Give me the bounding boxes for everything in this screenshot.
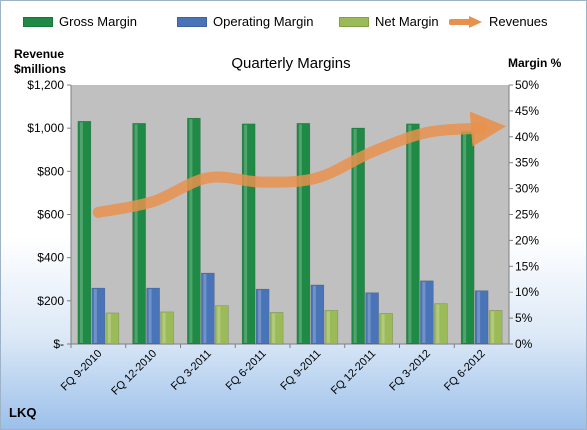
gross-margin-bar: [77, 121, 92, 345]
right-tick-label: 10%: [515, 285, 539, 299]
left-axis-title-line1: Revenue: [14, 47, 65, 61]
left-tick-label: $600: [37, 208, 64, 222]
legend-item-operating: Operating Margin: [177, 14, 313, 29]
right-axis-title: Margin %: [508, 56, 562, 70]
operating-margin-bar: [91, 287, 106, 345]
operating-margin-bar: [255, 288, 270, 345]
net-margin-bar: [160, 311, 174, 345]
x-tick-label: FQ 12-2011: [329, 348, 378, 397]
net-margin-bar-highlight: [162, 312, 166, 343]
left-tick-label: $1,200: [27, 78, 64, 92]
gross-margin-bar-highlight: [408, 124, 412, 343]
operating-margin-bar-highlight: [477, 291, 481, 343]
gross-margin-bar: [406, 123, 420, 345]
revenues-line: [92, 111, 507, 218]
x-tick-label: FQ 9-2010: [59, 348, 105, 394]
net-margin-bar-highlight: [491, 311, 495, 343]
right-tick-label: 15%: [515, 259, 539, 273]
legend-item-gross: Gross Margin: [23, 14, 137, 29]
net-margin-bar: [379, 313, 393, 345]
gross-margin-bar-highlight: [463, 132, 467, 343]
right-tick-label: 0%: [515, 337, 533, 351]
gross-margin-bar: [351, 127, 365, 345]
net-margin-bar-highlight: [326, 311, 330, 343]
operating-margin-bar: [310, 284, 325, 345]
left-tick-label: $1,000: [27, 121, 64, 135]
gross-margin-bar-highlight: [79, 122, 83, 343]
net-margin-bar: [324, 310, 339, 345]
brand-label: LKQ: [9, 405, 37, 420]
operating-margin-bar-highlight: [422, 281, 426, 343]
left-tick-label: $-: [53, 337, 64, 351]
right-tick-label: 5%: [515, 311, 533, 325]
legend-swatch-net: [339, 16, 369, 27]
net-margin-bar-highlight: [381, 314, 385, 343]
gross-margin-bar-highlight: [189, 119, 193, 343]
left-axis-title: Revenue $millions: [14, 47, 66, 77]
x-tick-label: FQ 6-2011: [224, 348, 269, 393]
net-margin-bar: [434, 303, 448, 345]
net-margin-bar: [488, 310, 503, 345]
operating-margin-bar: [146, 287, 160, 345]
gross-margin-bar: [241, 123, 256, 345]
operating-margin-bar: [201, 272, 215, 345]
legend-label-net: Net Margin: [375, 14, 439, 29]
gross-margin-bar: [187, 117, 201, 345]
net-margin-bar: [105, 312, 120, 345]
legend-label-revenues: Revenues: [489, 14, 548, 29]
legend-swatch-gross: [23, 16, 53, 27]
gross-margin-bar-highlight: [244, 124, 248, 343]
x-tick-label: FQ 12-2010: [109, 348, 159, 398]
net-margin-bar-highlight: [436, 304, 440, 343]
x-tick-label: FQ 3-2011: [169, 348, 214, 393]
chart-title: Quarterly Margins: [231, 55, 351, 72]
left-tick-label: $400: [37, 251, 64, 265]
operating-margin-bar-highlight: [93, 289, 97, 343]
left-tick-label: $800: [37, 164, 64, 178]
legend-item-net: Net Margin: [339, 14, 439, 29]
operating-margin-bar: [365, 292, 379, 345]
net-margin-bar: [269, 312, 284, 345]
operating-margin-bar: [474, 290, 489, 345]
x-tick-label: FQ 3-2012: [387, 348, 433, 394]
right-tick-label: 45%: [515, 104, 539, 118]
x-tick-label: FQ 6-2012: [442, 348, 488, 394]
right-tick-label: 25%: [515, 208, 539, 222]
operating-margin-bar-highlight: [203, 274, 207, 343]
legend-arrow-icon: [449, 15, 482, 28]
gross-margin-bar-highlight: [298, 124, 302, 343]
left-axis-title-line2: $millions: [14, 62, 67, 76]
net-margin-bar-highlight: [107, 313, 111, 343]
left-tick-label: $200: [37, 294, 64, 308]
operating-margin-bar-highlight: [312, 285, 316, 343]
right-tick-label: 20%: [515, 233, 539, 247]
net-margin-bar-highlight: [217, 306, 221, 343]
operating-margin-bar-highlight: [148, 289, 152, 343]
x-tick-label: FQ 9-2011: [278, 348, 323, 393]
net-margin-bar-highlight: [272, 313, 276, 343]
right-tick-label: 50%: [515, 78, 539, 92]
gross-margin-bar: [132, 123, 146, 345]
right-tick-label: 40%: [515, 130, 539, 144]
operating-margin-bar: [420, 280, 434, 345]
operating-margin-bar-highlight: [367, 293, 371, 343]
gross-margin-bar: [460, 131, 475, 345]
legend-label-gross: Gross Margin: [59, 14, 138, 29]
legend-label-operating: Operating Margin: [213, 14, 314, 29]
net-margin-bar: [215, 305, 229, 345]
gross-margin-bar-highlight: [134, 124, 138, 343]
gross-margin-bar-highlight: [353, 128, 357, 343]
right-tick-label: 35%: [515, 156, 539, 170]
legend: Gross Margin Operating Margin Net Margin…: [1, 14, 586, 34]
legend-swatch-operating: [177, 16, 207, 27]
right-tick-label: 30%: [515, 182, 539, 196]
legend-item-revenues: Revenues: [449, 14, 548, 29]
gross-margin-bar: [296, 123, 311, 345]
operating-margin-bar-highlight: [258, 290, 262, 343]
